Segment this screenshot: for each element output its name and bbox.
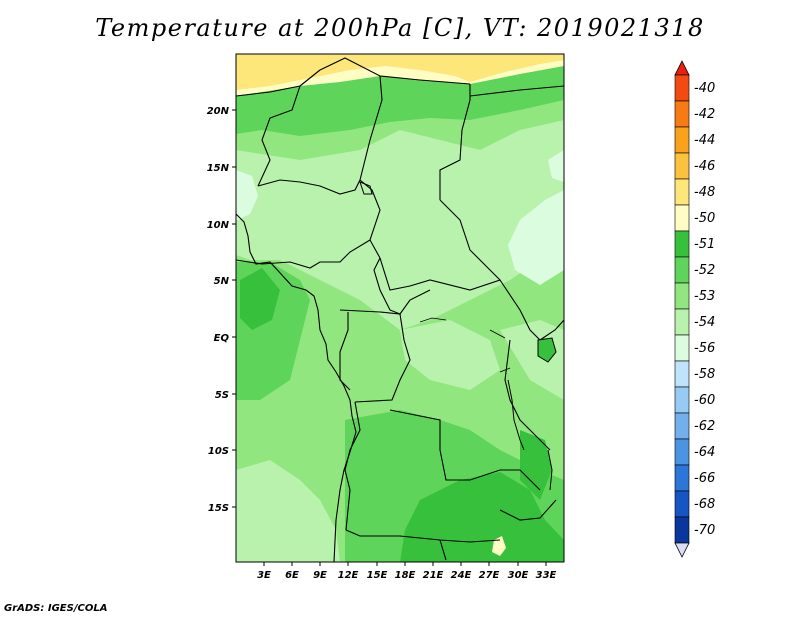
lake-victoria — [537, 337, 557, 363]
lon-label: 15E — [367, 570, 388, 581]
lake-chad — [359, 181, 373, 195]
colorbar-label: -42 — [694, 107, 715, 122]
river-congo — [419, 317, 511, 373]
colorbar-label: -46 — [694, 159, 715, 174]
colorbar-label: -54 — [694, 315, 715, 330]
colorbar-bottom-arrow — [674, 542, 690, 558]
lat-label: 10N — [207, 220, 230, 231]
colorbar-top-arrow — [674, 60, 690, 76]
colorbar-swatch — [674, 412, 690, 440]
colorbar-swatch — [674, 230, 690, 258]
colorbar-swatch — [674, 204, 690, 232]
colorbar-swatch — [674, 74, 690, 102]
field-warm-patch — [492, 536, 506, 556]
colorbar-label: -56 — [694, 341, 715, 356]
colorbar-swatch — [674, 126, 690, 154]
colorbar: -40 -42 -44 -46 -48 -50 -51 -52 -53 -54 … — [674, 60, 715, 558]
colorbar-label: -52 — [694, 263, 715, 278]
colorbar-label: -70 — [694, 523, 715, 538]
colorbar-label: -40 — [694, 81, 715, 96]
colorbar-swatch — [674, 178, 690, 206]
map-frame — [235, 53, 565, 563]
colorbar-swatch — [674, 282, 690, 310]
lake-malawi — [547, 449, 553, 491]
colorbar-swatch — [674, 334, 690, 362]
colorbar-label: -48 — [694, 185, 715, 200]
colorbar-swatch — [674, 360, 690, 388]
colorbar-label: -58 — [694, 367, 715, 382]
colorbar-swatch — [674, 152, 690, 180]
lat-label: 10S — [208, 446, 229, 457]
colorbar-label: -66 — [694, 471, 715, 486]
colorbar-swatch — [674, 464, 690, 492]
lon-label: 18E — [395, 570, 416, 581]
colorbar-swatch — [674, 100, 690, 128]
lat-label: 20N — [207, 106, 230, 117]
lon-label: 9E — [313, 570, 327, 581]
lon-label: 24E — [451, 570, 472, 581]
colorbar-label: -68 — [694, 497, 715, 512]
lat-label: 15N — [207, 163, 230, 174]
field-pale-ne — [548, 150, 564, 182]
colorbar-swatch — [674, 308, 690, 336]
colorbar-swatch — [674, 256, 690, 284]
field-pale-east — [508, 190, 564, 285]
colorbar-label: -60 — [694, 393, 715, 408]
lon-label: 27E — [479, 570, 500, 581]
lake-tanganyika — [507, 379, 525, 451]
coastline — [236, 213, 357, 562]
lat-label: 15S — [208, 503, 229, 514]
lat-label: 5S — [215, 390, 229, 401]
field-darkest-west — [240, 268, 280, 330]
map-title: Temperature at 200hPa [C], VT: 201902131… — [95, 14, 705, 42]
map-area — [236, 54, 564, 562]
grads-credit: GrADS: IGES/COLA — [4, 603, 108, 614]
lon-label: 30E — [508, 570, 529, 581]
lat-axis: 20N 15N 10N 5N EQ 5S 10S 15S — [207, 106, 236, 514]
colorbar-swatch — [674, 438, 690, 466]
colorbar-swatch — [674, 386, 690, 414]
colorbar-label: -53 — [694, 289, 715, 304]
field-light-sw — [236, 460, 340, 562]
colorbar-label: -50 — [694, 211, 715, 226]
colorbar-label: -44 — [694, 133, 715, 148]
field-light-north — [236, 120, 564, 330]
country-borders — [236, 57, 564, 561]
lat-label: EQ — [214, 333, 230, 344]
field-light-center — [400, 320, 500, 390]
lon-label: 12E — [338, 570, 359, 581]
colorbar-label: -62 — [694, 419, 715, 434]
lon-label: 3E — [257, 570, 271, 581]
field-darkest-south — [400, 472, 564, 562]
lon-label: 33E — [536, 570, 557, 581]
field-darkest-lake — [520, 430, 552, 500]
colorbar-label: -64 — [694, 445, 715, 460]
field-dark-north — [236, 66, 564, 136]
lon-axis: 3E 6E 9E 12E 15E 18E 21E 24E 27E 30E 33E — [257, 562, 557, 581]
lon-label: 21E — [423, 570, 444, 581]
colorbar-label: -51 — [694, 237, 715, 252]
lon-label: 6E — [285, 570, 299, 581]
lat-label: 5N — [214, 276, 230, 287]
field-pale-small — [236, 170, 258, 220]
colorbar-swatch — [674, 490, 690, 518]
colorbar-swatch — [674, 516, 690, 544]
